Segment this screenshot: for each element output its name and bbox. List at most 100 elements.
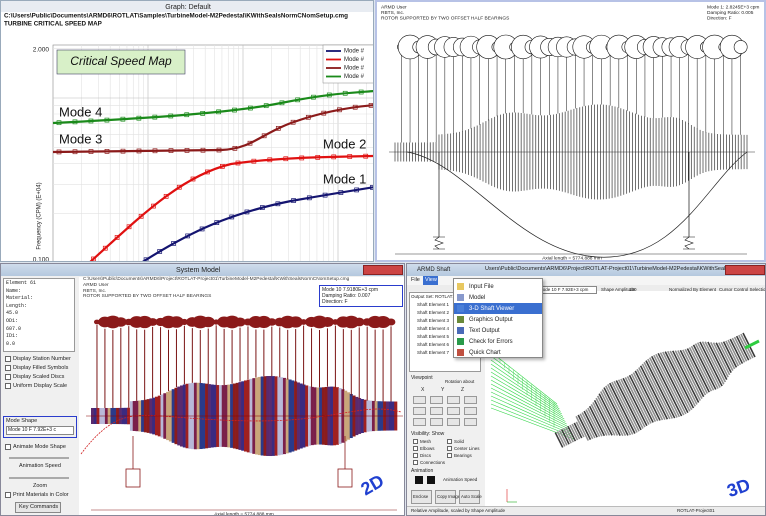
checkbox[interactable] xyxy=(413,460,418,465)
window-title: ARMD Shaft xyxy=(417,267,451,273)
view-tag: 2D xyxy=(357,471,387,500)
checkbox[interactable] xyxy=(5,365,11,371)
title-bar xyxy=(1,1,373,12)
section-label: Animation xyxy=(411,468,434,474)
header-text: Damping Ratio: 0.005 xyxy=(707,10,754,16)
y-tick-label: 2.000 xyxy=(33,47,50,54)
shaft-ring xyxy=(609,382,636,434)
slider-label: Animation Speed xyxy=(19,463,61,469)
header-text: ARMD User xyxy=(83,283,109,288)
view-button[interactable] xyxy=(430,396,443,404)
view-button[interactable] xyxy=(413,396,426,404)
button[interactable] xyxy=(459,490,480,504)
tree-item: Shaft Element 4 xyxy=(417,326,450,331)
view-button[interactable] xyxy=(464,418,477,426)
menu-view[interactable] xyxy=(423,276,438,285)
menu-icon xyxy=(457,349,464,356)
checkbox[interactable] xyxy=(5,444,11,450)
checkbox[interactable] xyxy=(5,492,11,498)
shaft-ring xyxy=(600,391,624,437)
curve-label: Mode 4 xyxy=(59,104,102,119)
mode-shape-select[interactable] xyxy=(6,426,74,435)
shaft-ring xyxy=(575,421,585,438)
view-button[interactable] xyxy=(464,396,477,404)
view-button[interactable] xyxy=(447,396,460,404)
curve-marker xyxy=(279,100,285,106)
window-title: Graph: Default xyxy=(165,4,211,11)
shaft-ring xyxy=(641,363,671,420)
menu-item[interactable]: Model xyxy=(454,292,542,303)
curve-marker xyxy=(104,117,110,123)
curve-label: Mode 1 xyxy=(323,171,366,186)
checkbox[interactable] xyxy=(413,439,418,444)
shaft-ring xyxy=(712,342,731,376)
curve-marker xyxy=(299,155,305,161)
play-button[interactable] xyxy=(415,476,423,484)
checkbox[interactable] xyxy=(413,446,418,451)
shaft-ring xyxy=(735,335,750,361)
menu-item[interactable]: Graphics OutputGraphics Output xyxy=(454,314,542,325)
curve-label: Mode 2 xyxy=(323,136,366,151)
view-button[interactable] xyxy=(413,418,426,426)
shaft-ring xyxy=(725,340,740,367)
view-button[interactable] xyxy=(447,407,460,415)
menu-icon xyxy=(457,305,464,312)
menu-item[interactable]: Input File xyxy=(454,281,542,292)
shaft-ring xyxy=(636,368,664,421)
curve-marker xyxy=(220,164,225,169)
shaft-ring xyxy=(686,348,710,393)
play-button[interactable] xyxy=(427,476,435,484)
checkbox[interactable] xyxy=(447,439,452,444)
view-button[interactable] xyxy=(430,418,443,426)
system-model-window: Axial length = 5774.888 mm 2D System Mode… xyxy=(0,263,405,516)
button[interactable] xyxy=(435,490,456,504)
curve-marker xyxy=(163,193,169,199)
menu-item[interactable]: Check for Errors xyxy=(454,336,542,347)
menu-item[interactable]: Quick Chart xyxy=(454,347,542,358)
menu-item[interactable]: 3-D Shaft Viewer xyxy=(454,303,542,314)
legend-entry: Mode # xyxy=(344,66,365,72)
list-item: Material: xyxy=(6,295,34,302)
shaft-ring xyxy=(643,361,674,419)
curve-marker xyxy=(326,92,332,98)
button-label: Enclose xyxy=(413,494,429,499)
wire xyxy=(490,375,565,420)
curve-marker xyxy=(104,149,110,154)
slider[interactable] xyxy=(9,457,69,459)
select-value: Mode 10 F 7.92E+3 c xyxy=(8,427,56,433)
checkbox[interactable] xyxy=(5,356,11,362)
checkbox-label: Elbows xyxy=(420,445,435,451)
disc xyxy=(386,318,396,326)
slider[interactable] xyxy=(9,477,69,479)
checkbox-label: Connections xyxy=(420,459,446,465)
checkbox[interactable] xyxy=(413,453,418,458)
checkbox[interactable] xyxy=(5,374,11,380)
shaft-ring xyxy=(710,341,729,378)
shaft-ring xyxy=(587,407,603,437)
checkbox[interactable] xyxy=(447,453,452,458)
shaft-ring xyxy=(682,349,707,396)
group-label: Mode Shape xyxy=(6,418,38,424)
menu-icon xyxy=(457,283,464,290)
curve-marker xyxy=(229,214,235,220)
menu-item-label: Quick Chart xyxy=(469,350,501,356)
view-button[interactable] xyxy=(413,407,426,415)
view-button[interactable] xyxy=(464,407,477,415)
shaft-ring xyxy=(727,339,742,366)
shaft-ring xyxy=(729,338,744,364)
mode-shape-line xyxy=(406,151,748,258)
button[interactable] xyxy=(15,502,61,513)
button[interactable] xyxy=(411,490,432,504)
view-button[interactable] xyxy=(447,418,460,426)
curve-marker xyxy=(114,235,120,240)
curve-marker xyxy=(338,190,344,195)
checkbox[interactable] xyxy=(5,383,11,389)
curve-marker xyxy=(275,125,281,131)
shaft-tip xyxy=(744,339,760,350)
axis-label: Z xyxy=(461,387,465,393)
list-item: OD1: xyxy=(6,318,19,324)
menu-item: File xyxy=(411,277,420,283)
checkbox[interactable] xyxy=(447,446,452,451)
view-button[interactable] xyxy=(430,407,443,415)
